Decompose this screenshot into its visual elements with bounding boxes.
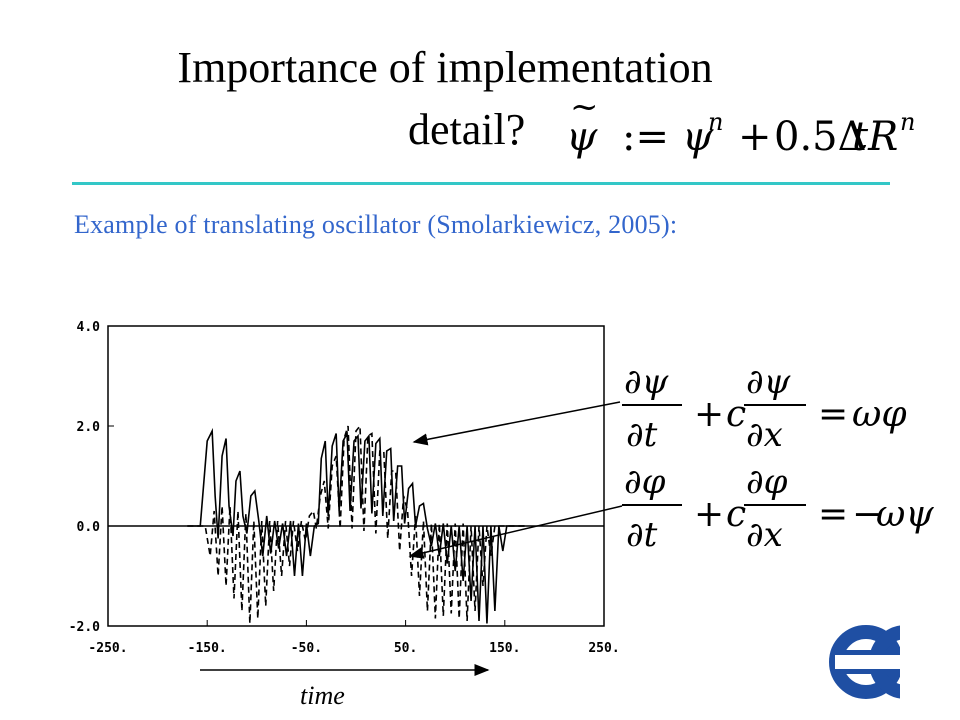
slide-title-line1: Importance of implementation xyxy=(177,43,713,92)
svg-text:+: + xyxy=(694,394,724,435)
svg-text:∂ψ: ∂ψ xyxy=(746,362,791,402)
x-tick-label: 250. xyxy=(588,641,619,656)
title-divider xyxy=(72,182,890,185)
equations: ∂ψ ∂t + c ∂ψ ∂x = ωφ ∂φ ∂t + c ∂φ ∂x = −… xyxy=(622,362,934,555)
y-tick-label: 2.0 xyxy=(77,420,101,435)
x-tick-label: -150. xyxy=(188,641,227,656)
slide-subtitle: Example of translating oscillator (Smola… xyxy=(74,210,678,239)
series-group xyxy=(187,423,525,624)
svg-text:=: = xyxy=(818,494,848,535)
svg-text:ωψ: ωψ xyxy=(876,494,934,535)
svg-text:∂t: ∂t xyxy=(626,515,658,555)
y-tick-label: 0.0 xyxy=(77,520,101,535)
svg-text:∂ψ: ∂ψ xyxy=(624,362,669,402)
axis-ticks: -250. -150. -50. 50. 150. 250. 4.0 2.0 0.0 -2.0 xyxy=(69,320,620,656)
ecmwf-logo-icon xyxy=(829,625,945,699)
x-tick-label: -250. xyxy=(88,641,127,656)
svg-text:∂φ: ∂φ xyxy=(624,462,666,502)
equation-1: ∂ψ ∂t + c ∂ψ ∂x = ωφ xyxy=(622,362,907,455)
svg-text:∂φ: ∂φ xyxy=(746,462,788,502)
y-tick-label: -2.0 xyxy=(69,620,100,635)
svg-text:c: c xyxy=(726,494,746,535)
equation-2: ∂φ ∂t + c ∂φ ∂x = − ωψ xyxy=(622,462,934,555)
x-tick-label: -50. xyxy=(291,641,322,656)
svg-text:ωφ: ωφ xyxy=(852,394,907,435)
plot-frame xyxy=(107,325,605,627)
arrow-to-solid xyxy=(412,401,621,446)
svg-text:∂x: ∂x xyxy=(746,415,783,455)
y-tick-label: 4.0 xyxy=(77,320,101,335)
svg-text:∂t: ∂t xyxy=(626,415,658,455)
arrow-to-dashed xyxy=(408,505,623,559)
series-line-dashed xyxy=(187,423,525,624)
x-tick-label: 50. xyxy=(394,641,417,656)
svg-text:=: = xyxy=(818,394,848,435)
svg-text:c: c xyxy=(726,394,746,435)
slide-title-line2: detail? xyxy=(408,105,526,154)
time-label: time xyxy=(300,681,345,710)
svg-text:∂x: ∂x xyxy=(746,515,783,555)
x-tick-label: 150. xyxy=(489,641,520,656)
svg-text:−: − xyxy=(852,494,882,535)
svg-text:+: + xyxy=(694,494,724,535)
